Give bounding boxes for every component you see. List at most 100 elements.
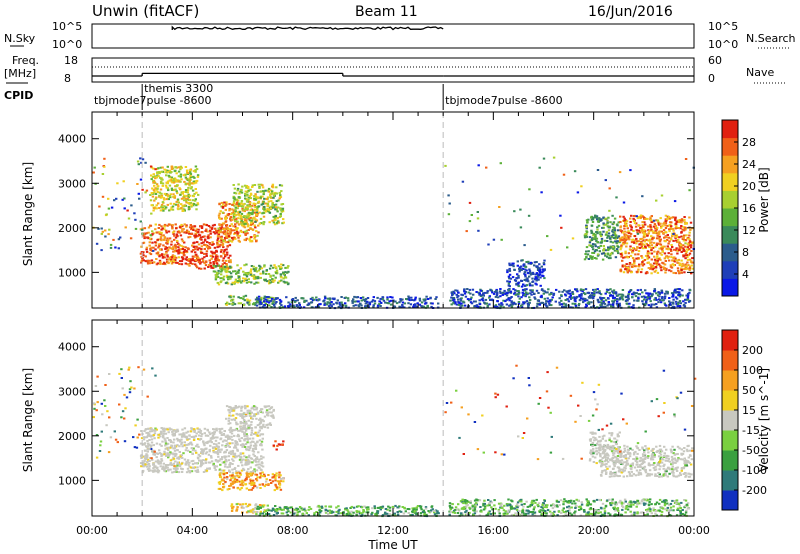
echo-cell-10 [647,225,650,228]
echo-cell-8 [684,301,687,304]
echo-cell-5 [282,272,285,275]
echo-cell-1 [187,236,190,239]
echo-cell-10 [669,264,673,267]
echo-cell-0 [253,468,256,471]
echo-cell-9 [603,239,607,242]
echo-cell-scatter [95,242,99,245]
echo-cell-0 [249,457,253,460]
echo-cell-2 [219,476,223,479]
echo-cell-0 [260,433,263,436]
echo-cell-6 [251,303,255,306]
echo-cell-4 [190,186,193,189]
echo-cell-0 [212,451,215,454]
echo-cell-1 [189,224,192,226]
echo-cell-10 [651,230,654,233]
echo-cell-0 [145,232,148,235]
echo-cell-3 [249,222,253,225]
echo-cell-8 [606,304,609,307]
echo-cell-4 [178,187,181,190]
echo-cell-11 [534,282,537,285]
echo-cell-3 [281,210,285,213]
echo-cell-0 [202,448,205,451]
echo-cell-8 [550,298,553,301]
echo-cell-8 [655,303,658,305]
echo-cell-1 [216,237,220,240]
echo-cell-9 [611,214,614,217]
echo-cell-10 [690,244,693,247]
echo-cell-scatter [622,201,626,204]
echo-cell-4 [192,175,195,178]
echo-cell-10 [641,224,644,227]
echo-cell-scatter [97,227,100,230]
echo-cell-10 [684,257,687,260]
echo-cell-0 [165,466,168,468]
echo-cell-scatter [655,199,658,202]
echo-cell-0 [190,460,193,463]
echo-cell-0 [197,428,200,431]
echo-cell-8 [630,293,634,296]
echo-cell-1 [212,266,215,269]
echo-cell-10 [676,227,679,229]
echo-cell-2 [245,229,248,232]
echo-cell-9 [613,217,617,220]
echo-cell-3 [281,203,285,205]
echo-cell-0 [253,455,256,457]
echo-cell-3 [262,211,265,214]
echo-cell-10 [686,246,690,249]
echo-cell-10 [680,235,683,238]
echo-cell-0 [199,432,202,434]
echo-cell-3 [256,190,259,193]
echo-cell-scatter [141,188,144,191]
echo-cell-1 [248,414,252,417]
echo-cell-0 [164,440,167,443]
echo-cell-3 [239,205,242,207]
echo-cell-4 [184,189,188,191]
echo-cell-7 [307,303,310,305]
echo-cell-3 [261,202,265,205]
echo-cell-10 [646,254,650,257]
echo-cell-scatter [113,199,116,202]
echo-cell-4 [161,166,164,169]
echo-cell-7 [324,297,327,300]
echo-cell-scatter [154,168,157,171]
echo-cell-10 [667,215,670,218]
echo-cell-3 [275,192,279,195]
echo-cell-9 [594,233,597,236]
echo-cell-0 [159,430,163,433]
echo-cell-3 [237,217,240,220]
echo-cell-10 [633,265,636,268]
echo-cell-10 [654,224,658,227]
echo-cell-2 [219,230,222,233]
echo-cell-4 [158,194,161,197]
echo-cell-1 [253,408,256,411]
echo-cell-8 [599,293,603,296]
echo-cell-2 [235,228,238,231]
echo-cell-5 [236,280,239,282]
echo-cell-10 [656,255,659,258]
echo-cell-1 [202,241,205,244]
echo-cell-0 [158,244,161,247]
echo-cell-11 [531,277,534,280]
echo-cell-8 [450,291,454,294]
echo-cell-0 [145,445,149,448]
echo-cell-3 [281,222,284,225]
echo-cell-0 [179,234,183,237]
echo-cell-8 [518,297,521,300]
echo-cell-10 [689,228,692,231]
echo-cell-8 [547,300,550,303]
echo-cell-1 [189,262,192,265]
echo-cell-7 [381,296,384,299]
echo-cell-5 [285,281,289,284]
echo-cell-10 [642,247,645,250]
echo-cell-7 [434,298,437,300]
echo-cell-0 [170,441,173,444]
echo-cell-0 [213,428,216,431]
echo-cell-10 [626,266,630,269]
echo-cell-9 [585,224,588,227]
echo-cell-1 [220,249,223,251]
echo-cell-0 [198,455,202,458]
echo-cell-0 [165,229,168,232]
echo-cell-7 [285,296,288,299]
echo-cell-8 [454,301,457,304]
echo-cell-7 [435,296,438,299]
